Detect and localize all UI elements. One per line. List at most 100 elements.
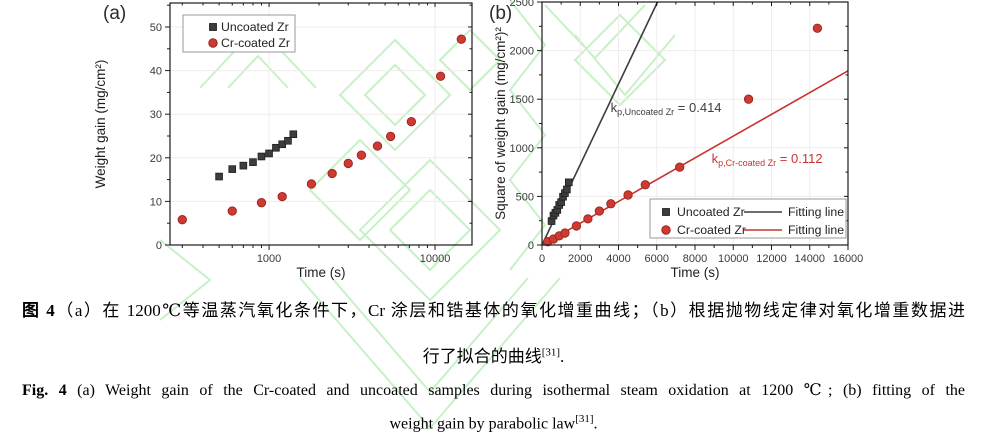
kp-annotation: kp,Uncoated Zr = 0.414 bbox=[611, 100, 722, 117]
data-point bbox=[257, 152, 266, 161]
data-point bbox=[743, 94, 754, 104]
caption-english-text: (a) Weight gain of the Cr-coated and unc… bbox=[66, 382, 965, 399]
svg-text:4000: 4000 bbox=[606, 253, 630, 265]
svg-text:10000: 10000 bbox=[718, 253, 749, 265]
x-axis-title: Time (s) bbox=[671, 265, 720, 280]
legend-label: Cr-coated Zr bbox=[221, 36, 290, 50]
legend-square-marker bbox=[662, 208, 670, 216]
legend-circle-marker bbox=[208, 38, 218, 48]
legend-label: Fitting line bbox=[788, 205, 844, 219]
caption-english-line2: weight gain by parabolic law[31]. bbox=[0, 413, 987, 433]
x-axis-title: Time (s) bbox=[297, 265, 346, 280]
data-point bbox=[456, 34, 466, 44]
data-point bbox=[306, 179, 317, 189]
legend-label: Uncoated Zr bbox=[677, 205, 745, 219]
data-point bbox=[563, 185, 571, 194]
svg-text:0: 0 bbox=[539, 253, 545, 265]
legend-circle-marker bbox=[661, 225, 671, 235]
data-point bbox=[640, 180, 650, 190]
data-point bbox=[249, 158, 257, 166]
weight-gain-chart: 1000 10000 0 10 20 30 40 50 Time (s) Weight gain … bbox=[93, 2, 473, 280]
data-point bbox=[372, 141, 383, 151]
svg-text:40: 40 bbox=[150, 66, 162, 78]
svg-text:12000: 12000 bbox=[756, 253, 787, 265]
data-point bbox=[606, 199, 616, 209]
caption-english-line1: Fig. 4 (a) Weight gain of the Cr-coated … bbox=[0, 380, 987, 400]
svg-text:2000: 2000 bbox=[568, 253, 592, 265]
legend-label: Cr-coated Zr bbox=[677, 223, 746, 237]
caption-chinese-line2: 行了拟合的曲线[31]. bbox=[0, 342, 987, 367]
data-point bbox=[343, 158, 353, 169]
legend: Uncoated Zr Cr-coated Zr bbox=[182, 14, 296, 53]
data-point bbox=[564, 178, 573, 187]
data-point bbox=[256, 198, 267, 208]
kp-annotation: kp,Cr-coated Zr = 0.112 bbox=[712, 151, 823, 168]
svg-text:2000: 2000 bbox=[510, 46, 534, 58]
svg-text:0: 0 bbox=[156, 240, 162, 252]
data-point bbox=[265, 149, 273, 158]
caption-chinese-period: . bbox=[560, 347, 565, 366]
svg-text:10: 10 bbox=[150, 196, 162, 208]
caption-chinese-figure-number: 图 4 bbox=[22, 301, 55, 320]
svg-text:16000: 16000 bbox=[833, 253, 864, 265]
data-point bbox=[289, 130, 298, 139]
data-point bbox=[571, 221, 582, 231]
panel-a-label: (a) bbox=[103, 3, 127, 24]
tick-labels: 1000 10000 0 10 20 30 40 50 bbox=[150, 22, 451, 265]
svg-text:0: 0 bbox=[528, 240, 534, 252]
caption-chinese-text: （a）在 1200℃等温蒸汽氧化条件下，Cr 涂层和锆基体的氧化增重曲线；（b）… bbox=[54, 301, 965, 320]
legend-square-marker bbox=[209, 23, 217, 31]
legend: Uncoated Zr Fitting line Cr-coated Zr Fitti… bbox=[649, 198, 847, 239]
caption-chinese-line1: 图 4（a）在 1200℃等温蒸汽氧化条件下，Cr 涂层和锆基体的氧化增重曲线；… bbox=[0, 296, 987, 321]
data-point bbox=[239, 161, 248, 170]
svg-text:10000: 10000 bbox=[420, 253, 451, 265]
data-point bbox=[594, 206, 605, 216]
svg-text:1000: 1000 bbox=[257, 253, 281, 265]
data-point bbox=[327, 168, 337, 179]
data-point bbox=[623, 190, 633, 200]
data-point bbox=[277, 191, 287, 202]
data-point bbox=[583, 214, 593, 224]
plot-border bbox=[169, 2, 473, 246]
svg-text:6000: 6000 bbox=[645, 253, 669, 265]
y-axis-title: Weight gain (mg/cm²) bbox=[93, 60, 108, 189]
data-point bbox=[227, 206, 237, 216]
data-point bbox=[356, 150, 367, 160]
series-circle-points bbox=[177, 34, 466, 225]
svg-text:20: 20 bbox=[150, 153, 162, 165]
data-point bbox=[272, 143, 280, 152]
caption-chinese-text2: 行了拟合的曲线 bbox=[422, 347, 542, 366]
svg-text:500: 500 bbox=[516, 191, 534, 203]
caption-english-reference: [31] bbox=[575, 413, 594, 425]
data-point bbox=[675, 162, 685, 172]
data-point bbox=[215, 172, 223, 181]
caption-english-period: . bbox=[593, 415, 598, 433]
series-square-points bbox=[547, 178, 573, 225]
data-point bbox=[385, 131, 396, 142]
data-point bbox=[406, 116, 417, 127]
legend-label: Fitting line bbox=[788, 223, 844, 237]
svg-text:1000: 1000 bbox=[510, 143, 534, 155]
parabolic-fit-chart: 0 2000 4000 6000 8000 10000 12000 14000 16000 0 50… bbox=[493, 0, 864, 280]
legend-label: Uncoated Zr bbox=[221, 20, 289, 34]
svg-text:50: 50 bbox=[150, 22, 162, 34]
svg-text:2500: 2500 bbox=[510, 0, 534, 9]
data-point bbox=[560, 228, 570, 238]
data-point bbox=[177, 215, 187, 225]
caption-chinese-reference: [31] bbox=[541, 346, 561, 359]
data-point bbox=[284, 136, 292, 145]
caption-english-figure-number: Fig. 4 bbox=[22, 382, 67, 399]
y-axis-title: Square of weight gain (mg/cm²)² bbox=[493, 27, 508, 220]
data-point bbox=[812, 23, 823, 33]
svg-text:1500: 1500 bbox=[510, 94, 534, 106]
series-square-points bbox=[215, 130, 298, 181]
data-point bbox=[228, 165, 237, 173]
svg-text:8000: 8000 bbox=[683, 253, 707, 265]
data-point bbox=[435, 71, 446, 81]
svg-text:14000: 14000 bbox=[794, 253, 825, 265]
svg-text:30: 30 bbox=[150, 109, 162, 121]
caption-english-text2: weight gain by parabolic law bbox=[389, 415, 576, 433]
panel-b-label: (b) bbox=[489, 3, 513, 24]
series-circle-points bbox=[543, 23, 823, 247]
